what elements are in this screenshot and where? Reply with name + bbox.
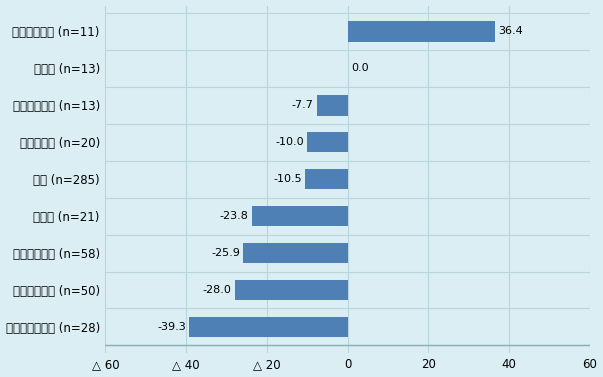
Text: -28.0: -28.0 (203, 285, 232, 295)
Text: -39.3: -39.3 (157, 322, 186, 332)
Bar (348, 21, 494, 41)
Bar (305, 169, 348, 189)
Bar (251, 206, 348, 226)
Bar (235, 280, 348, 300)
Bar (317, 95, 348, 115)
Bar (308, 132, 348, 152)
Text: 36.4: 36.4 (498, 26, 523, 37)
Text: -10.5: -10.5 (273, 174, 302, 184)
Text: -7.7: -7.7 (291, 100, 314, 110)
Bar (243, 243, 348, 263)
Bar (189, 317, 348, 337)
Text: -25.9: -25.9 (211, 248, 240, 258)
Text: 0.0: 0.0 (351, 63, 368, 74)
Text: -10.0: -10.0 (276, 137, 304, 147)
Text: -23.8: -23.8 (219, 211, 248, 221)
